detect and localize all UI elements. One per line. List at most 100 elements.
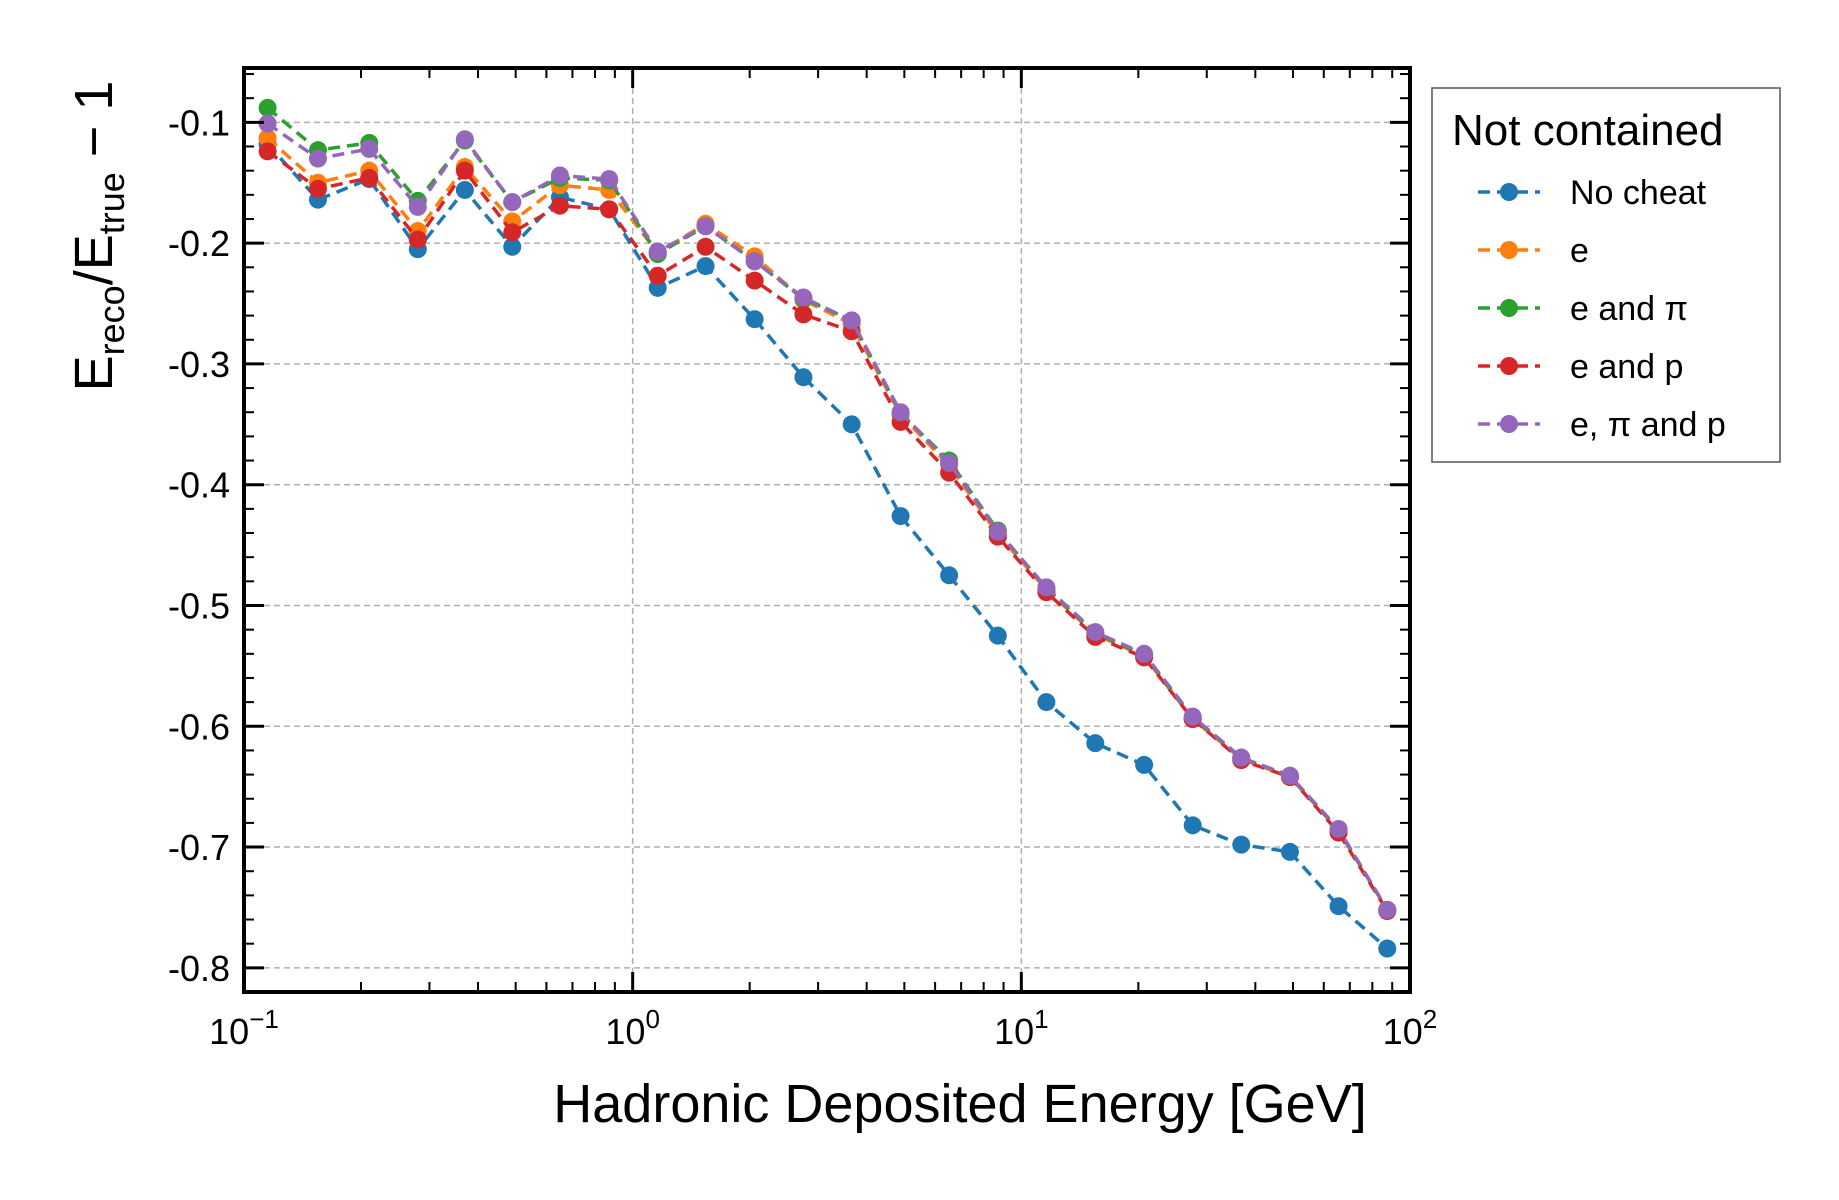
y-tick-label: -0.6	[168, 706, 230, 747]
y-label-slash: /E	[64, 234, 124, 285]
series-no-cheat	[258, 135, 1397, 958]
data-point	[1232, 835, 1251, 854]
legend-marker	[1500, 299, 1518, 317]
data-point	[1086, 734, 1105, 753]
x-tick-label: 102	[1383, 1004, 1438, 1052]
data-point	[600, 170, 619, 189]
data-point	[1086, 623, 1105, 642]
data-point	[696, 237, 715, 256]
data-point	[1037, 578, 1056, 597]
legend-marker	[1500, 357, 1518, 375]
data-point	[1232, 748, 1251, 767]
data-point	[308, 179, 327, 198]
data-point	[360, 139, 379, 158]
data-point	[794, 305, 813, 324]
series-layer	[258, 98, 1397, 958]
x-tick-labels: 10−1 100 101 102	[209, 1004, 1437, 1052]
y-tick-label: -0.5	[168, 585, 230, 626]
data-point	[1135, 644, 1154, 663]
data-point	[940, 566, 959, 585]
y-label-sub-true: true	[91, 172, 132, 234]
data-point	[648, 242, 667, 261]
legend-item: e and p	[1478, 348, 1683, 386]
data-point	[940, 453, 959, 472]
data-point	[842, 415, 861, 434]
legend-item: e, π and p	[1478, 406, 1726, 444]
legend-items: No cheat e e and π e and p e, π and p	[1478, 174, 1726, 444]
data-point	[1183, 707, 1202, 726]
legend-label: No cheat	[1570, 174, 1707, 212]
plot-frame	[242, 66, 1412, 994]
data-point	[891, 403, 910, 422]
y-tick-label: -0.3	[168, 344, 230, 385]
y-tick-label: -0.2	[168, 223, 230, 264]
data-point	[258, 98, 277, 117]
y-tick-label: -0.7	[168, 827, 230, 868]
y-label-tail: − 1	[64, 81, 124, 173]
y-tick-label: -0.8	[168, 948, 230, 989]
data-point	[258, 129, 277, 148]
x-tick-label: 100	[605, 1004, 660, 1052]
x-tick-label: 10−1	[209, 1004, 279, 1052]
legend-item: e and π	[1478, 290, 1688, 328]
legend-label: e, π and p	[1570, 406, 1726, 444]
data-point	[455, 130, 474, 149]
data-point	[696, 217, 715, 236]
y-tick-labels: -0.1 -0.2 -0.3 -0.4 -0.5 -0.6 -0.7 -0.8	[168, 102, 230, 988]
data-point	[794, 288, 813, 307]
data-point	[648, 266, 667, 285]
data-point	[455, 161, 474, 180]
legend: Not contained No cheat e e and π e and p e, …	[1431, 87, 1781, 463]
legend-marker	[1500, 415, 1518, 433]
data-point	[455, 180, 474, 199]
data-point	[1135, 755, 1154, 774]
data-point	[842, 311, 861, 330]
data-point	[891, 507, 910, 526]
data-point	[258, 114, 277, 133]
legend-label: e	[1570, 232, 1589, 270]
legend-marker	[1500, 241, 1518, 259]
data-point	[1280, 766, 1299, 785]
y-tick-label: -0.4	[168, 465, 230, 506]
data-point	[1378, 900, 1397, 919]
y-tick-label: -0.1	[168, 102, 230, 143]
major-ticks	[242, 68, 1412, 992]
data-point	[988, 626, 1007, 645]
y-label-sub-reco: reco	[91, 285, 132, 355]
data-point	[503, 223, 522, 242]
data-point	[550, 196, 569, 215]
data-point	[308, 149, 327, 168]
x-axis-label: Hadronic Deposited Energy [GeV]	[553, 1074, 1366, 1134]
legend-frame	[1431, 87, 1781, 463]
series-line	[266, 122, 1389, 911]
data-point	[1037, 693, 1056, 712]
legend-title: Not contained	[1452, 106, 1724, 155]
data-point	[794, 368, 813, 387]
data-point	[745, 252, 764, 271]
data-point	[988, 522, 1007, 541]
legend-item: No cheat	[1478, 174, 1707, 212]
data-point	[600, 200, 619, 219]
data-point	[1280, 842, 1299, 861]
data-point	[408, 230, 427, 249]
data-point	[503, 237, 522, 256]
data-point	[550, 166, 569, 185]
y-axis-label: Ereco/Etrue − 1	[64, 81, 132, 392]
data-point	[1329, 897, 1348, 916]
legend-label: e and p	[1570, 348, 1683, 386]
data-point	[745, 271, 764, 290]
data-point	[503, 193, 522, 212]
series-e-and-p	[258, 114, 1397, 919]
data-point	[408, 197, 427, 216]
legend-item: e	[1478, 232, 1589, 270]
data-point	[360, 168, 379, 187]
data-point	[258, 142, 277, 161]
legend-marker	[1500, 183, 1518, 201]
data-point	[745, 310, 764, 329]
data-point	[1378, 939, 1397, 958]
data-point	[1329, 819, 1348, 838]
legend-label: e and π	[1570, 290, 1688, 328]
y-label-base: E	[64, 355, 124, 391]
series-line	[266, 149, 1389, 913]
